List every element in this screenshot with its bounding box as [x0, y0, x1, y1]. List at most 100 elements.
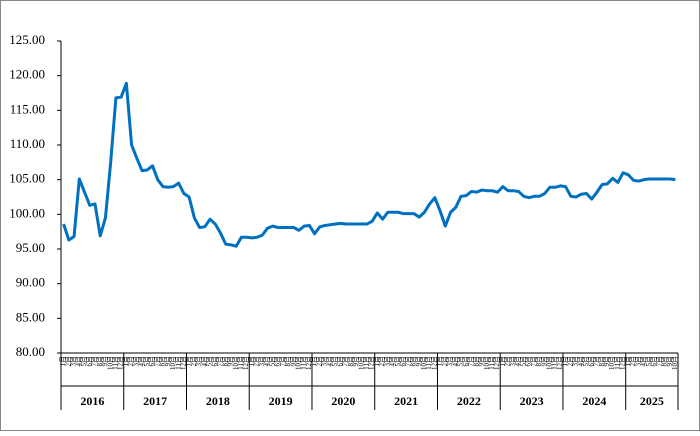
x-tick-label: 12月 — [117, 356, 125, 370]
x-tick-label: 4月 — [451, 356, 459, 367]
x-tick-label: 11月 — [112, 356, 120, 370]
x-tick-label: 8月 — [221, 356, 229, 367]
x-tick-label: 5月 — [80, 356, 88, 367]
x-tick-label: 3月 — [258, 356, 266, 367]
x-tick-label: 10月 — [169, 356, 177, 370]
x-tick-label: 9月 — [478, 356, 486, 367]
x-tick-label: 12月 — [430, 356, 438, 370]
x-tick-label: 3月 — [70, 356, 78, 367]
y-tick-label: 85.00 — [16, 309, 45, 324]
x-tick-label: 6月 — [587, 356, 595, 367]
x-tick-label: 10月 — [106, 356, 114, 370]
x-tick-label: 7月 — [279, 356, 287, 367]
year-label: 2023 — [520, 394, 544, 408]
x-tick-label: 12月 — [368, 356, 376, 370]
year-label: 2019 — [269, 394, 293, 408]
x-tick-label: 7月 — [467, 356, 475, 367]
y-tick-label: 95.00 — [16, 240, 45, 255]
x-tick-label: 6月 — [148, 356, 156, 367]
x-tick-label: 7月 — [655, 356, 663, 367]
x-tick-label: 1月 — [561, 356, 569, 367]
x-tick-label: 7月 — [153, 356, 161, 367]
x-tick-label: 2月 — [629, 356, 637, 367]
x-tick-label: 12月 — [556, 356, 564, 370]
x-tick-label: 3月 — [383, 356, 391, 367]
y-tick-label: 115.00 — [10, 101, 45, 116]
x-tick-label: 2月 — [566, 356, 574, 367]
year-label: 2016 — [80, 394, 104, 408]
x-tick-label: 11月 — [425, 356, 433, 370]
x-tick-label: 6月 — [336, 356, 344, 367]
x-tick-label: 8月 — [598, 356, 606, 367]
x-tick-label: 5月 — [519, 356, 527, 367]
x-tick-label: 1月 — [310, 356, 318, 367]
x-tick-label: 11月 — [488, 356, 496, 370]
x-tick-label: 9月 — [101, 356, 109, 367]
x-tick-label: 8月 — [535, 356, 543, 367]
y-tick-label: 100.00 — [9, 205, 45, 220]
x-tick-label: 3月 — [446, 356, 454, 367]
x-tick-label: 9月 — [289, 356, 297, 367]
x-tick-label: 11月 — [300, 356, 308, 370]
year-label: 2020 — [331, 394, 355, 408]
x-tick-label: 12月 — [242, 356, 250, 370]
x-tick-label: 12月 — [179, 356, 187, 370]
x-tick-label: 11月 — [362, 356, 370, 370]
x-tick-label: 4月 — [577, 356, 585, 367]
x-tick-label: 4月 — [640, 356, 648, 367]
x-tick-label: 10月 — [357, 356, 365, 370]
x-tick-label: 8月 — [472, 356, 480, 367]
y-tick-label: 120.00 — [9, 67, 45, 82]
x-tick-label: 5月 — [582, 356, 590, 367]
x-tick-label: 10月 — [420, 356, 428, 370]
x-tick-label: 7月 — [593, 356, 601, 367]
x-tick-label: 12月 — [305, 356, 313, 370]
x-tick-label: 5月 — [331, 356, 339, 367]
x-tick-label: 9月 — [603, 356, 611, 367]
x-tick-label: 12月 — [619, 356, 627, 370]
x-tick-label: 4月 — [514, 356, 522, 367]
x-tick-label: 9月 — [415, 356, 423, 367]
x-tick-label: 7月 — [530, 356, 538, 367]
x-tick-label: 1月 — [247, 356, 255, 367]
x-tick-label: 4月 — [326, 356, 334, 367]
x-tick-label: 6月 — [274, 356, 282, 367]
x-tick-label: 6月 — [211, 356, 219, 367]
data-line — [62, 81, 676, 248]
x-tick-label: 4月 — [138, 356, 146, 367]
x-tick-label: 7月 — [91, 356, 99, 367]
x-tick-label: 4月 — [75, 356, 83, 367]
x-tick-label: 1月 — [373, 356, 381, 367]
x-tick-label: 8月 — [96, 356, 104, 367]
x-tick-label: 3月 — [321, 356, 329, 367]
x-tick-label: 2月 — [127, 356, 135, 367]
x-tick-label: 11月 — [613, 356, 621, 370]
y-tick-label: 105.00 — [9, 171, 45, 186]
x-tick-label: 5月 — [268, 356, 276, 367]
y-tick-label: 125.00 — [9, 32, 45, 47]
x-tick-label: 9月 — [164, 356, 172, 367]
x-tick-label: 4月 — [389, 356, 397, 367]
x-tick-label: 2月 — [315, 356, 323, 367]
x-tick-label: 1月 — [498, 356, 506, 367]
x-tick-label: 8月 — [159, 356, 167, 367]
y-tick-label: 110.00 — [10, 136, 45, 151]
x-tick-label: 11月 — [174, 356, 182, 370]
x-tick-label: 1月 — [59, 356, 67, 367]
x-tick-label: 6月 — [462, 356, 470, 367]
x-tick-label: 6月 — [399, 356, 407, 367]
x-tick-label: 5月 — [394, 356, 402, 367]
x-tick-label: 12月 — [493, 356, 501, 370]
x-tick-label: 6月 — [525, 356, 533, 367]
x-tick-label: 8月 — [347, 356, 355, 367]
x-tick-label: 5月 — [206, 356, 214, 367]
x-tick-label: 1月 — [122, 356, 130, 367]
x-tick-label: 6月 — [85, 356, 93, 367]
x-tick-label: 4月 — [200, 356, 208, 367]
x-tick-label: 4月 — [263, 356, 271, 367]
x-tick-label: 2月 — [378, 356, 386, 367]
x-tick-label: 1月 — [185, 356, 193, 367]
x-tick-label: 7月 — [342, 356, 350, 367]
year-label: 2018 — [206, 394, 230, 408]
x-tick-label: 5月 — [143, 356, 151, 367]
